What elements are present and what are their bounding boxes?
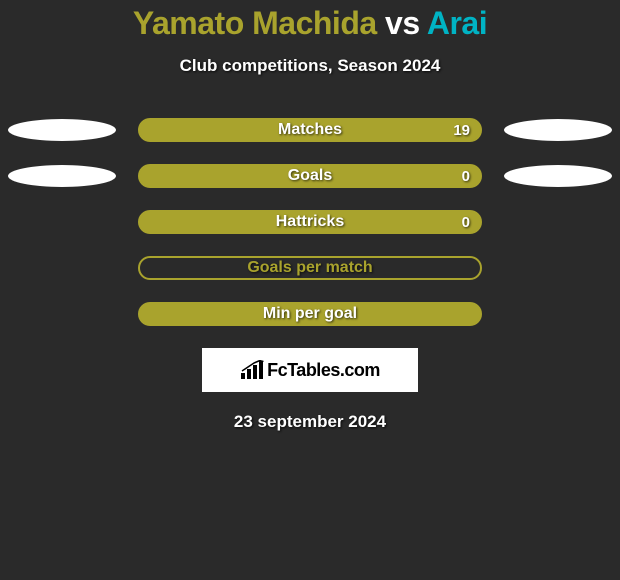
stat-bar: Hattricks 0 [138,210,482,234]
page-title: Yamato Machida vs Arai [0,5,620,42]
stat-bar: Goals 0 [138,164,482,188]
chart-icon [240,360,264,380]
subtitle: Club competitions, Season 2024 [0,56,620,76]
stat-bar: Goals per match [138,256,482,280]
right-spacer [504,257,612,279]
stat-row: Min per goal [0,302,620,326]
brand-box[interactable]: FcTables.com [202,348,418,392]
stat-row: Goals 0 [0,164,620,188]
stat-value: 0 [462,168,470,185]
left-spacer [8,257,116,279]
stat-bar: Matches 19 [138,118,482,142]
brand-inner: FcTables.com [240,360,380,381]
player1-name: Yamato Machida [133,5,377,41]
stat-label: Min per goal [263,305,357,323]
stat-row: Hattricks 0 [0,210,620,234]
stat-label: Goals [288,167,332,185]
left-ellipse [8,119,116,141]
right-spacer [504,303,612,325]
brand-text: FcTables.com [267,360,380,381]
vs-text: vs [385,5,420,41]
stat-label: Matches [278,121,342,139]
stat-rows: Matches 19 Goals 0 Hattricks 0 Goals per match… [0,118,620,326]
stat-value: 19 [453,122,470,139]
left-spacer [8,211,116,233]
right-spacer [504,211,612,233]
right-ellipse [504,119,612,141]
player2-name: Arai [427,5,487,41]
left-ellipse [8,165,116,187]
right-ellipse [504,165,612,187]
stat-label: Goals per match [247,259,372,277]
left-spacer [8,303,116,325]
comparison-container: Yamato Machida vs Arai Club competitions… [0,0,620,432]
date-text: 23 september 2024 [0,412,620,432]
stat-value: 0 [462,214,470,231]
stat-bar: Min per goal [138,302,482,326]
stat-label: Hattricks [276,213,344,231]
stat-row: Matches 19 [0,118,620,142]
stat-row: Goals per match [0,256,620,280]
